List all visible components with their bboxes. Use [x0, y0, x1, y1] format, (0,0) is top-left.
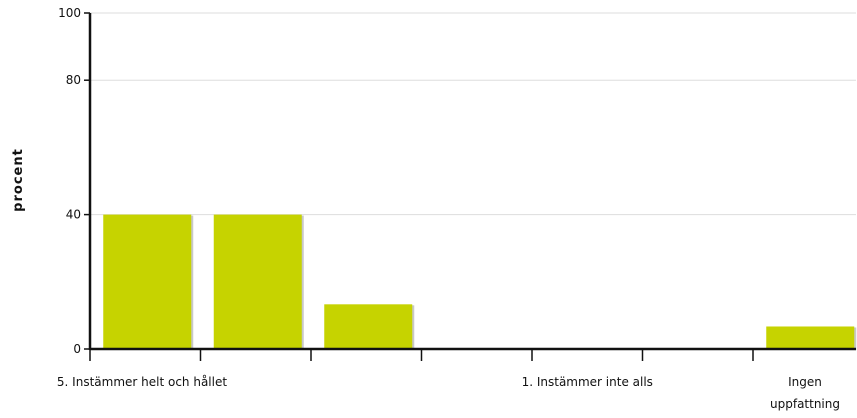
bar-2 [324, 304, 413, 349]
x-tick-label-6-line-0: Ingen [788, 375, 822, 389]
x-tick-label-6-line-1: uppfattning [770, 397, 840, 411]
axes [84, 12, 856, 361]
y-tick-label-100: 100 [58, 6, 81, 20]
bar-0 [103, 214, 192, 349]
tick-labels: 0 40 80 100 5. Instämmer helt och hållet 1. I… [57, 6, 840, 411]
x-tick-label-0: 5. Instämmer helt och hållet [57, 375, 227, 389]
y-tick-label-40: 40 [66, 208, 81, 222]
y-axis-label: procent [11, 148, 26, 212]
y-tick-label-80: 80 [66, 73, 81, 87]
x-tick-label-4: 1. Instämmer inte alls [522, 375, 653, 389]
bars [103, 214, 857, 350]
bar-6 [766, 326, 855, 349]
y-tick-label-0: 0 [73, 342, 81, 356]
grid-lines [90, 12, 856, 216]
bar-1 [213, 214, 302, 349]
